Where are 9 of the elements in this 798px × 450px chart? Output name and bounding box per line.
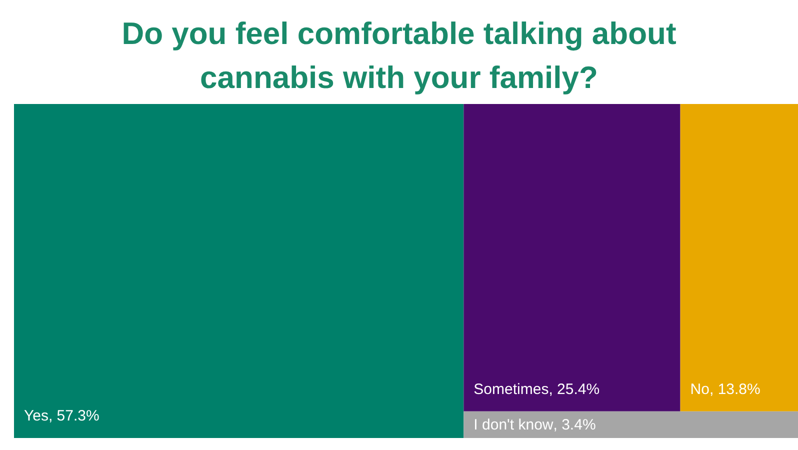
data-label: , 13.8% <box>709 380 760 398</box>
category-label: Yes <box>24 408 48 425</box>
category-label: I don't know <box>474 416 554 434</box>
data-label: , 3.4% <box>553 416 596 434</box>
category-label: Sometimes <box>474 380 549 398</box>
data-label: , 57.3% <box>48 408 100 425</box>
text: Do you feel comfortable talking about cannabis with your family? <box>120 15 678 97</box>
data-label: , 25.4% <box>548 380 600 398</box>
category-label: No <box>690 380 710 398</box>
